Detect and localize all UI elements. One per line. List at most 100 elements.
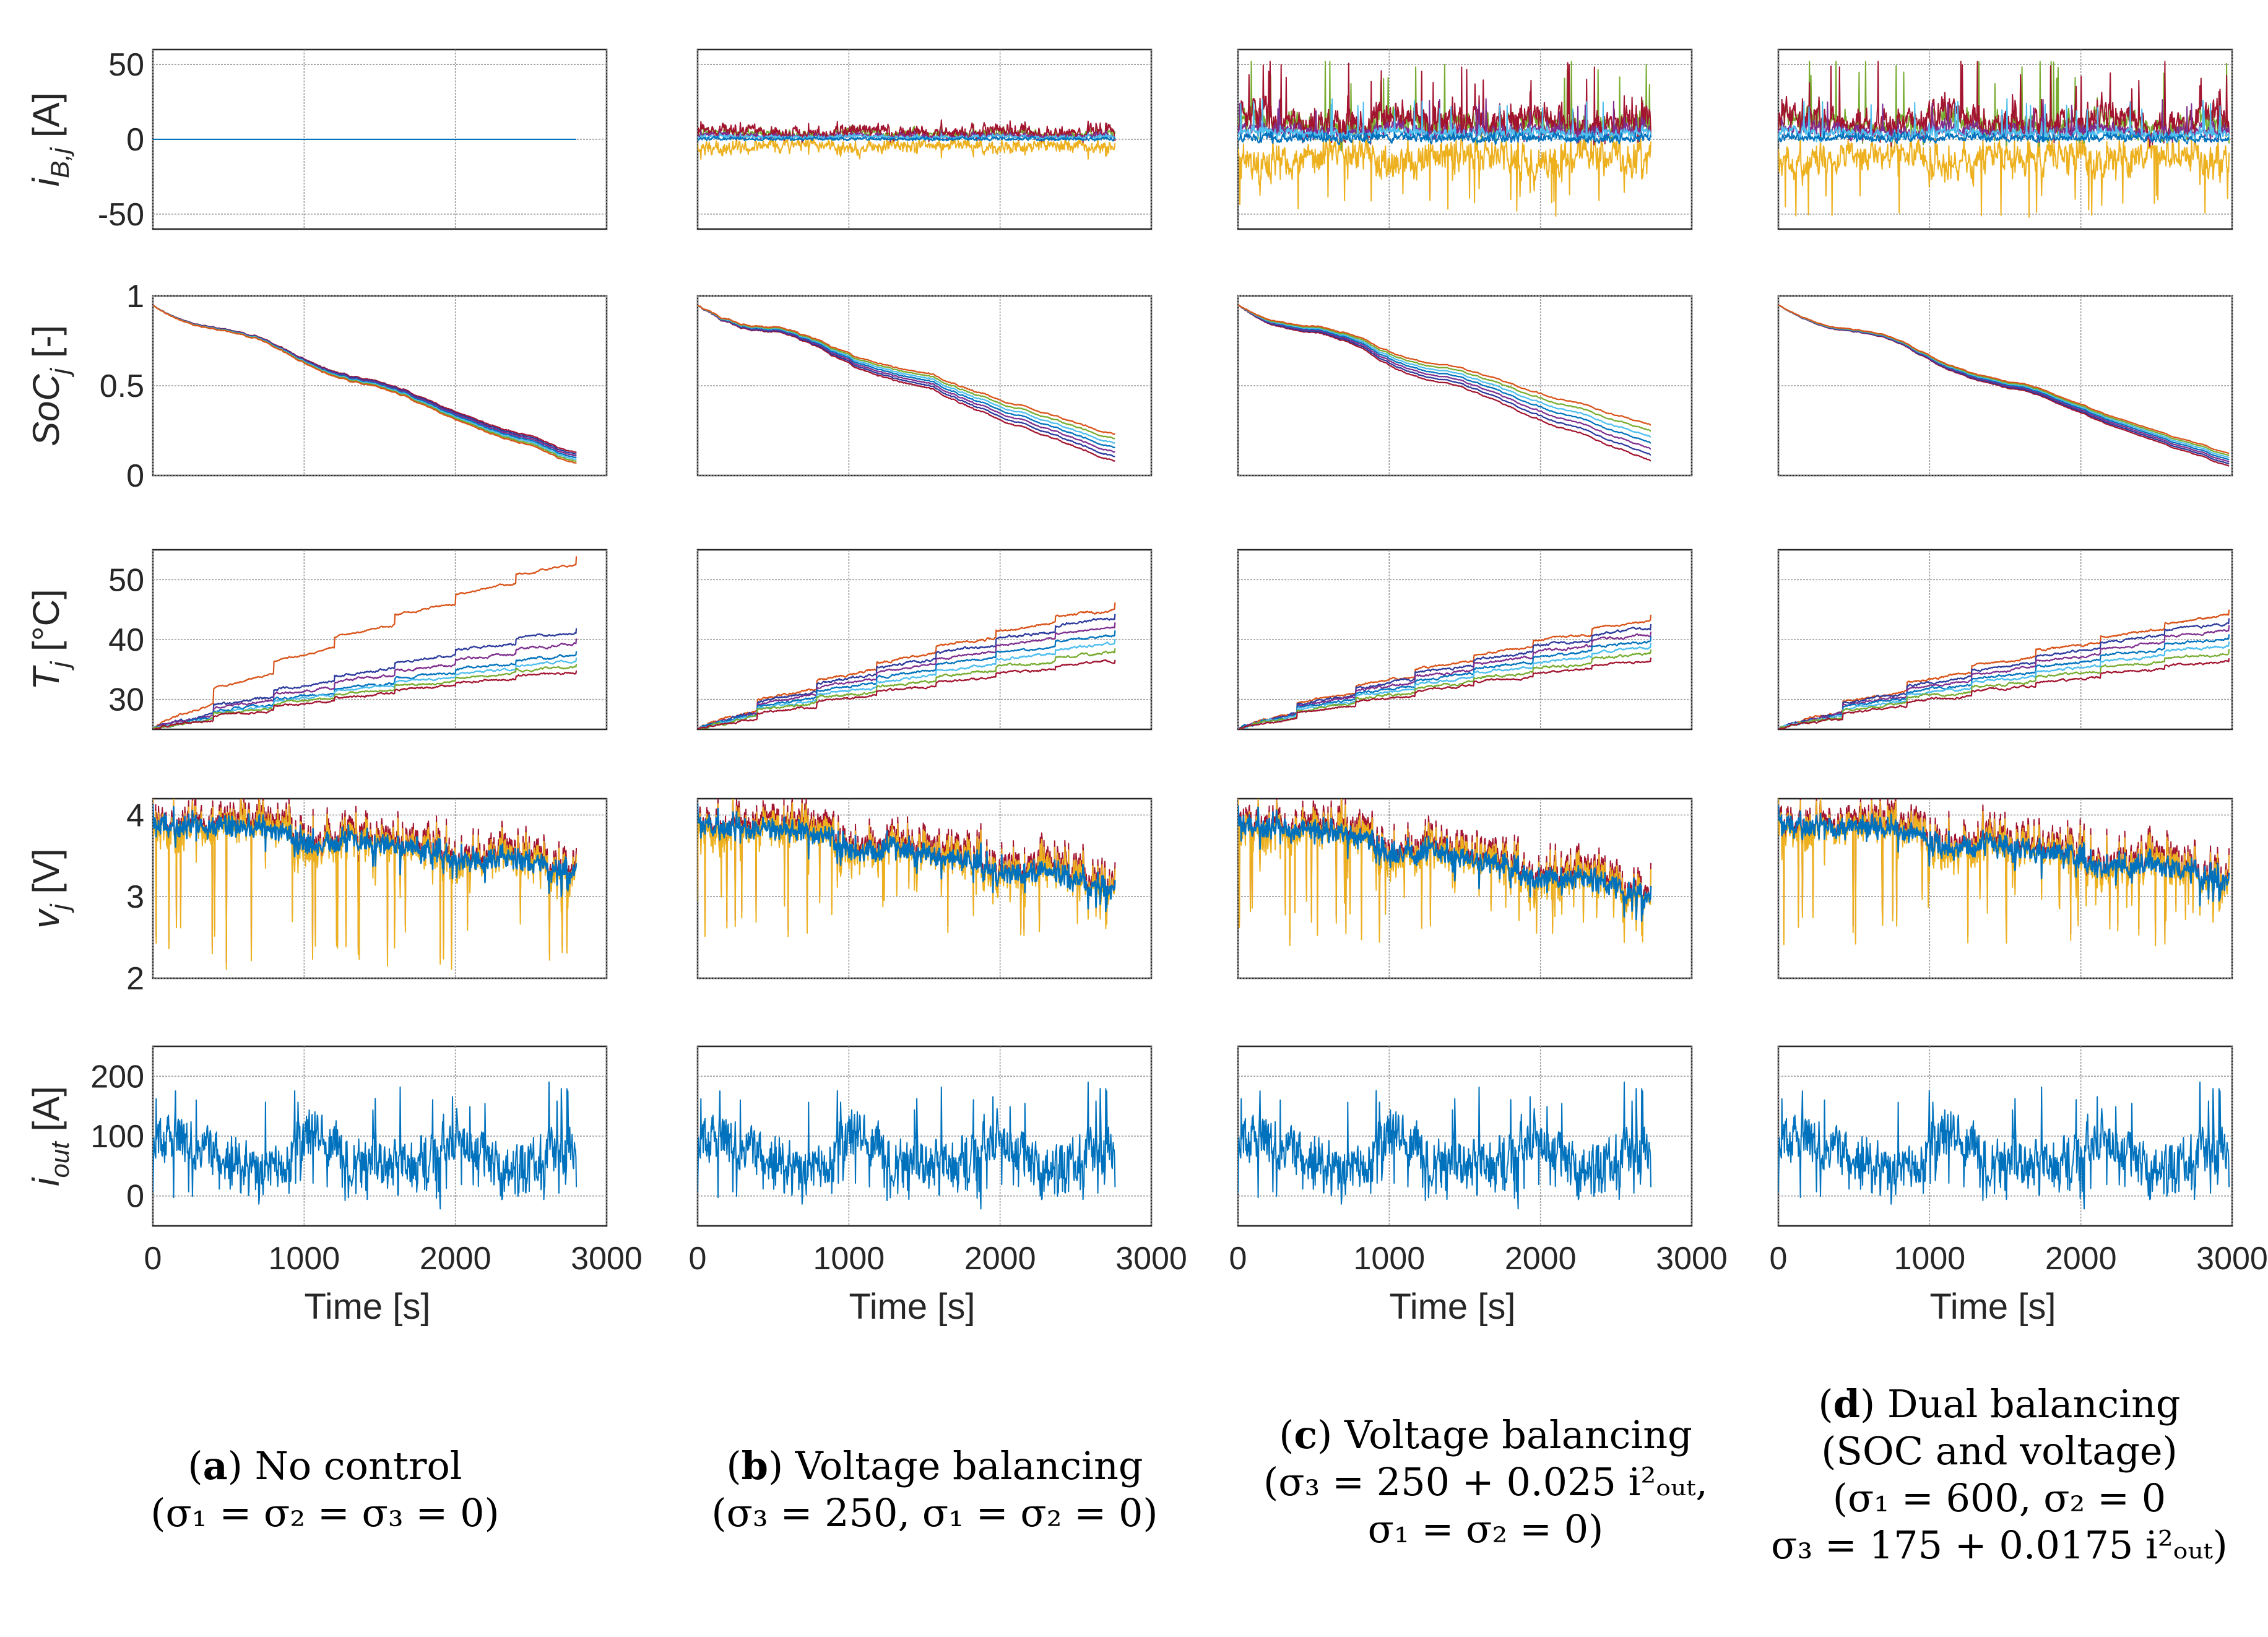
axes-d-row5: 0 1000 2000 3000 Time [s] — [1770, 1045, 2268, 1327]
series-line-7 — [698, 304, 1115, 435]
caption-c-letter: c — [1294, 1412, 1318, 1457]
caption-d-line-2: (σ₁ = 600, σ₂ = 0 — [1832, 1475, 2166, 1521]
caption-b: (b) Voltage balancing (σ₃ = 250, σ₁ = σ₂… — [650, 1443, 1219, 1537]
ylabel-unit: [A] — [25, 92, 67, 148]
series-line-3 — [698, 622, 1116, 729]
series-line-5 — [1238, 642, 1652, 729]
series-line-5 — [1238, 304, 1651, 438]
ytick-label: 3 — [126, 879, 144, 915]
axes-d-row1 — [1777, 48, 2233, 230]
series-line-7 — [1238, 304, 1651, 426]
series-line-2 — [1778, 618, 2230, 729]
series-line-7 — [1778, 658, 2230, 729]
ytick-label: -50 — [98, 197, 144, 233]
series-line-4 — [1238, 304, 1651, 444]
panel-d: 0 1000 2000 3000 Time [s] — [1770, 48, 2268, 1327]
xtick-label: 1000 — [1353, 1241, 1425, 1277]
caption-c-title: ) Voltage balancing — [1317, 1412, 1692, 1457]
xlabel: Time [s] — [849, 1287, 975, 1327]
ylabel-subscript: out — [45, 1140, 74, 1178]
xtick-label: 2000 — [420, 1241, 491, 1277]
series-line-6 — [1238, 304, 1651, 432]
series-line-1 — [698, 602, 1116, 729]
ytick-label: 2 — [126, 961, 144, 997]
xtick-label: 0 — [144, 1241, 162, 1277]
ylabel: SoCj [-] — [25, 325, 74, 446]
series-line-7 — [1238, 658, 1652, 729]
axes-a-row3: 30 40 50 Tj [°C] — [25, 549, 608, 731]
series-line-4 — [1778, 634, 2230, 729]
caption-d-line-3: σ₃ = 175 + 0.0175 i²ₒᵤₜ) — [1771, 1522, 2228, 1568]
ytick-label: 50 — [108, 47, 144, 83]
ylabel-subscript: B,j — [45, 147, 74, 178]
series-line-4 — [153, 651, 578, 729]
series-line-1 — [1778, 1081, 2230, 1210]
caption-d: (d) Dual balancing (SOC and voltage) (σ₁… — [1746, 1381, 2253, 1569]
axes-a-row4: 2 3 4 vj [V] — [25, 797, 608, 997]
xtick-label: 1000 — [813, 1241, 885, 1277]
xlabel: Time [s] — [304, 1287, 430, 1327]
caption-c: (c) Voltage balancing (σ₃ = 250 + 0.025 … — [1207, 1412, 1764, 1553]
caption-a-line-1: (σ₁ = σ₂ = σ₃ = 0) — [150, 1490, 500, 1535]
series-line-1 — [1238, 128, 1651, 217]
axes-b-row1 — [696, 48, 1153, 230]
ytick-label: 0 — [126, 122, 144, 158]
axes-d-row4 — [1777, 797, 2233, 979]
ylabel-unit: [-] — [25, 325, 67, 368]
ylabel: vj [V] — [25, 848, 74, 928]
xtick-label: 0 — [689, 1241, 707, 1277]
series-line-1 — [698, 304, 1115, 462]
ylabel-symbol: SoC — [25, 374, 67, 446]
axes-d-row3 — [1777, 549, 2233, 731]
series-line-6 — [698, 136, 1116, 142]
series-line-5 — [1238, 98, 1651, 143]
caption-a-letter: a — [202, 1443, 228, 1488]
caption-d-line-1: (SOC and voltage) — [1821, 1428, 2178, 1474]
xtick-label: 0 — [1770, 1241, 1788, 1277]
series-line-7 — [698, 659, 1116, 729]
caption-d-title: ) Dual balancing — [1859, 1381, 2181, 1426]
xtick-label: 3000 — [571, 1241, 643, 1277]
ylabel-symbol: i — [25, 1177, 67, 1186]
ytick-label: 200 — [90, 1059, 144, 1095]
xlabel: Time [s] — [1389, 1287, 1515, 1327]
axes-c-row4 — [1237, 797, 1693, 979]
caption-c-line-2: σ₁ = σ₂ = 0) — [1367, 1506, 1604, 1552]
caption-b-letter: b — [741, 1443, 768, 1488]
ylabel-symbol: i — [25, 177, 67, 186]
series-line-6 — [1238, 131, 1651, 145]
xtick-label: 1000 — [268, 1241, 340, 1277]
ytick-label: 40 — [108, 622, 144, 658]
axes-d-row2 — [1777, 295, 2233, 477]
xtick-label: 3000 — [2196, 1241, 2268, 1277]
series-line-7 — [1778, 304, 2230, 454]
ylabel-unit: [°C] — [25, 589, 67, 661]
ytick-label: 100 — [90, 1119, 144, 1155]
xtick-label: 2000 — [964, 1241, 1036, 1277]
xtick-label: 2000 — [1505, 1241, 1577, 1277]
ylabel: iout [A] — [25, 1086, 74, 1186]
series-line-1 — [153, 1081, 578, 1210]
ytick-label: 50 — [108, 562, 144, 598]
panel-b: 0 1000 2000 3000 Time [s] — [689, 48, 1187, 1327]
series-line-3 — [1238, 304, 1651, 450]
caption-b-line-1: (σ₃ = 250, σ₁ = σ₂ = 0) — [711, 1490, 1158, 1535]
axes-a-row2: 0 0.5 1 SoCj [-] — [25, 279, 608, 494]
ylabel: iB,j [A] — [25, 92, 74, 186]
caption-a-title: ) No control — [227, 1443, 462, 1488]
series-line-4 — [698, 630, 1116, 729]
axes-b-row3 — [696, 549, 1153, 731]
xtick-label: 1000 — [1894, 1241, 1965, 1277]
xtick-label: 3000 — [1656, 1241, 1728, 1277]
ytick-label: 30 — [108, 682, 144, 718]
ylabel-symbol: v — [25, 908, 67, 929]
series-line-5 — [1778, 641, 2230, 729]
series-line-3 — [698, 804, 1116, 913]
ytick-label: 0 — [126, 1179, 144, 1215]
series-line-1 — [153, 556, 578, 729]
ylabel: Tj [°C] — [25, 589, 74, 690]
caption-b-title: ) Voltage balancing — [768, 1443, 1143, 1488]
ytick-label: 0.5 — [100, 368, 144, 404]
panel-c: 0 1000 2000 3000 Time [s] — [1229, 48, 1728, 1327]
